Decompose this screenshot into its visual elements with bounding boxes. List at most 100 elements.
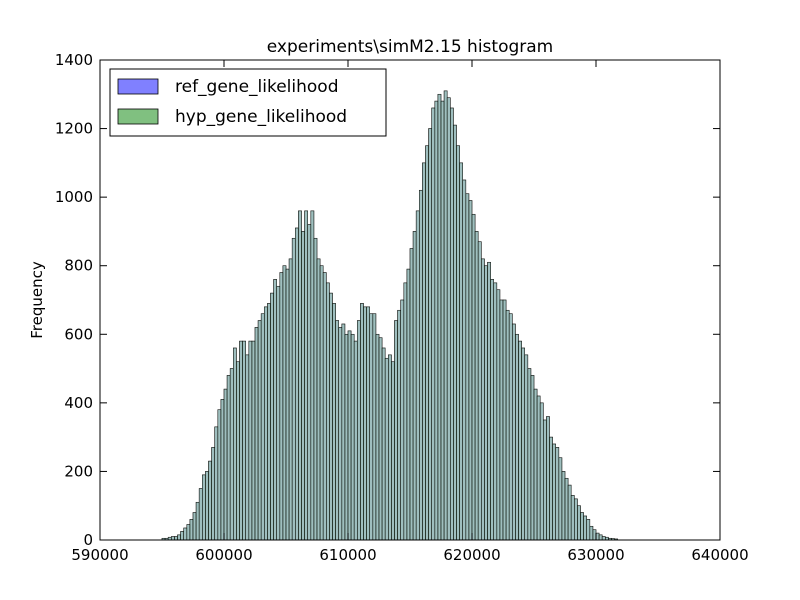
histogram-bar bbox=[583, 515, 587, 541]
histogram-bar bbox=[527, 368, 532, 541]
histogram-bar bbox=[229, 368, 234, 541]
histogram-bar bbox=[372, 313, 377, 541]
histogram-bar bbox=[580, 512, 584, 541]
histogram-bar bbox=[428, 128, 433, 541]
histogram-bar bbox=[356, 320, 361, 541]
histogram-bar bbox=[307, 224, 312, 541]
histogram-bar bbox=[496, 289, 501, 541]
histogram-bar bbox=[313, 237, 318, 541]
histogram-bar bbox=[586, 519, 591, 541]
x-tick-label: 620000 bbox=[443, 546, 500, 564]
histogram-bar bbox=[233, 347, 237, 541]
histogram-bar bbox=[601, 536, 606, 541]
histogram-bar bbox=[530, 375, 535, 541]
histogram-bar bbox=[257, 320, 262, 541]
histogram-bar bbox=[449, 107, 454, 541]
y-tick-label: 1000 bbox=[55, 188, 93, 206]
x-tick-label: 630000 bbox=[567, 546, 624, 564]
legend: ref_gene_likelihood hyp_gene_likelihood bbox=[109, 68, 387, 137]
histogram-bar bbox=[291, 237, 296, 541]
histogram-bar bbox=[276, 285, 281, 541]
histogram-bar bbox=[186, 524, 191, 541]
histogram-bar bbox=[316, 258, 321, 541]
histogram-bar bbox=[245, 354, 250, 541]
histogram-bar bbox=[487, 261, 491, 541]
histogram-bar bbox=[505, 309, 510, 541]
histogram-bar bbox=[434, 100, 439, 541]
histogram-bar bbox=[288, 258, 293, 541]
histogram-bar bbox=[412, 231, 417, 541]
histogram-bar bbox=[474, 231, 479, 541]
histogram-bar bbox=[319, 265, 324, 541]
histogram-bar bbox=[347, 330, 352, 541]
histogram-bar bbox=[403, 282, 408, 541]
histogram-bar bbox=[214, 426, 219, 541]
histogram-bar bbox=[217, 409, 222, 541]
histogram-bar bbox=[415, 210, 420, 541]
histogram-bar bbox=[202, 474, 206, 541]
histogram-bar bbox=[220, 399, 225, 541]
histogram-bar bbox=[254, 327, 259, 541]
histogram-bar bbox=[549, 436, 553, 541]
histogram-bar bbox=[431, 107, 436, 541]
histogram-bar bbox=[344, 333, 349, 541]
histogram-bar bbox=[251, 340, 256, 541]
histogram-bar bbox=[459, 162, 464, 541]
histogram-bar bbox=[177, 534, 181, 541]
histogram-bar bbox=[546, 416, 550, 541]
histogram-bar bbox=[332, 303, 336, 541]
legend-label-ref: ref_gene_likelihood bbox=[175, 77, 339, 97]
histogram-bar bbox=[400, 299, 405, 541]
histogram-bar bbox=[391, 361, 395, 541]
histogram-bar bbox=[437, 93, 442, 541]
histogram-bar bbox=[409, 248, 414, 541]
histogram-bar bbox=[422, 162, 426, 541]
histogram-bar bbox=[518, 340, 522, 541]
histogram-bar bbox=[248, 340, 253, 541]
y-tick-label: 400 bbox=[64, 394, 93, 412]
histogram-bar bbox=[301, 231, 305, 541]
legend-swatch-hyp bbox=[117, 108, 159, 125]
histogram-bar bbox=[558, 457, 563, 541]
histogram-bar bbox=[183, 527, 188, 541]
histogram-bar bbox=[384, 357, 389, 541]
y-tick-label: 600 bbox=[64, 325, 93, 343]
histogram-bar bbox=[338, 327, 343, 541]
histogram-bar bbox=[329, 292, 333, 541]
histogram-bar bbox=[205, 471, 209, 541]
histogram-bar bbox=[285, 268, 290, 541]
histogram-bar bbox=[570, 495, 575, 541]
y-tick-label: 800 bbox=[64, 257, 93, 275]
histogram-bar bbox=[511, 323, 516, 541]
histogram-bar bbox=[350, 333, 355, 541]
x-tick-label: 610000 bbox=[319, 546, 376, 564]
histogram-bar bbox=[490, 279, 495, 541]
histogram-bar bbox=[521, 347, 525, 541]
histogram-bar bbox=[536, 395, 541, 541]
histogram-bar bbox=[369, 313, 374, 541]
histogram-bar bbox=[273, 279, 278, 541]
histogram-bar bbox=[493, 282, 498, 541]
histogram-bar bbox=[279, 272, 284, 541]
legend-label-hyp: hyp_gene_likelihood bbox=[175, 107, 347, 127]
histogram-bar bbox=[502, 299, 507, 541]
histogram-bar bbox=[310, 210, 315, 541]
histogram-bar bbox=[375, 333, 380, 541]
histogram-bar bbox=[387, 354, 392, 541]
histogram-bar bbox=[397, 309, 402, 541]
plot-area-frame bbox=[99, 59, 721, 541]
histogram-bar bbox=[462, 179, 467, 541]
histogram-bar bbox=[341, 323, 346, 541]
histogram-bar bbox=[552, 443, 556, 541]
histogram-bar bbox=[456, 145, 460, 541]
histogram-bar bbox=[573, 498, 578, 541]
histogram-bar bbox=[524, 354, 529, 541]
histogram-bar bbox=[418, 189, 423, 541]
series-hyp bbox=[161, 90, 618, 541]
histogram-bar bbox=[298, 210, 302, 541]
histogram-bar bbox=[480, 258, 485, 541]
histogram-bar bbox=[360, 303, 364, 541]
histogram-bar bbox=[189, 519, 194, 541]
histogram-bar bbox=[508, 313, 513, 541]
histogram-bar bbox=[577, 505, 581, 541]
